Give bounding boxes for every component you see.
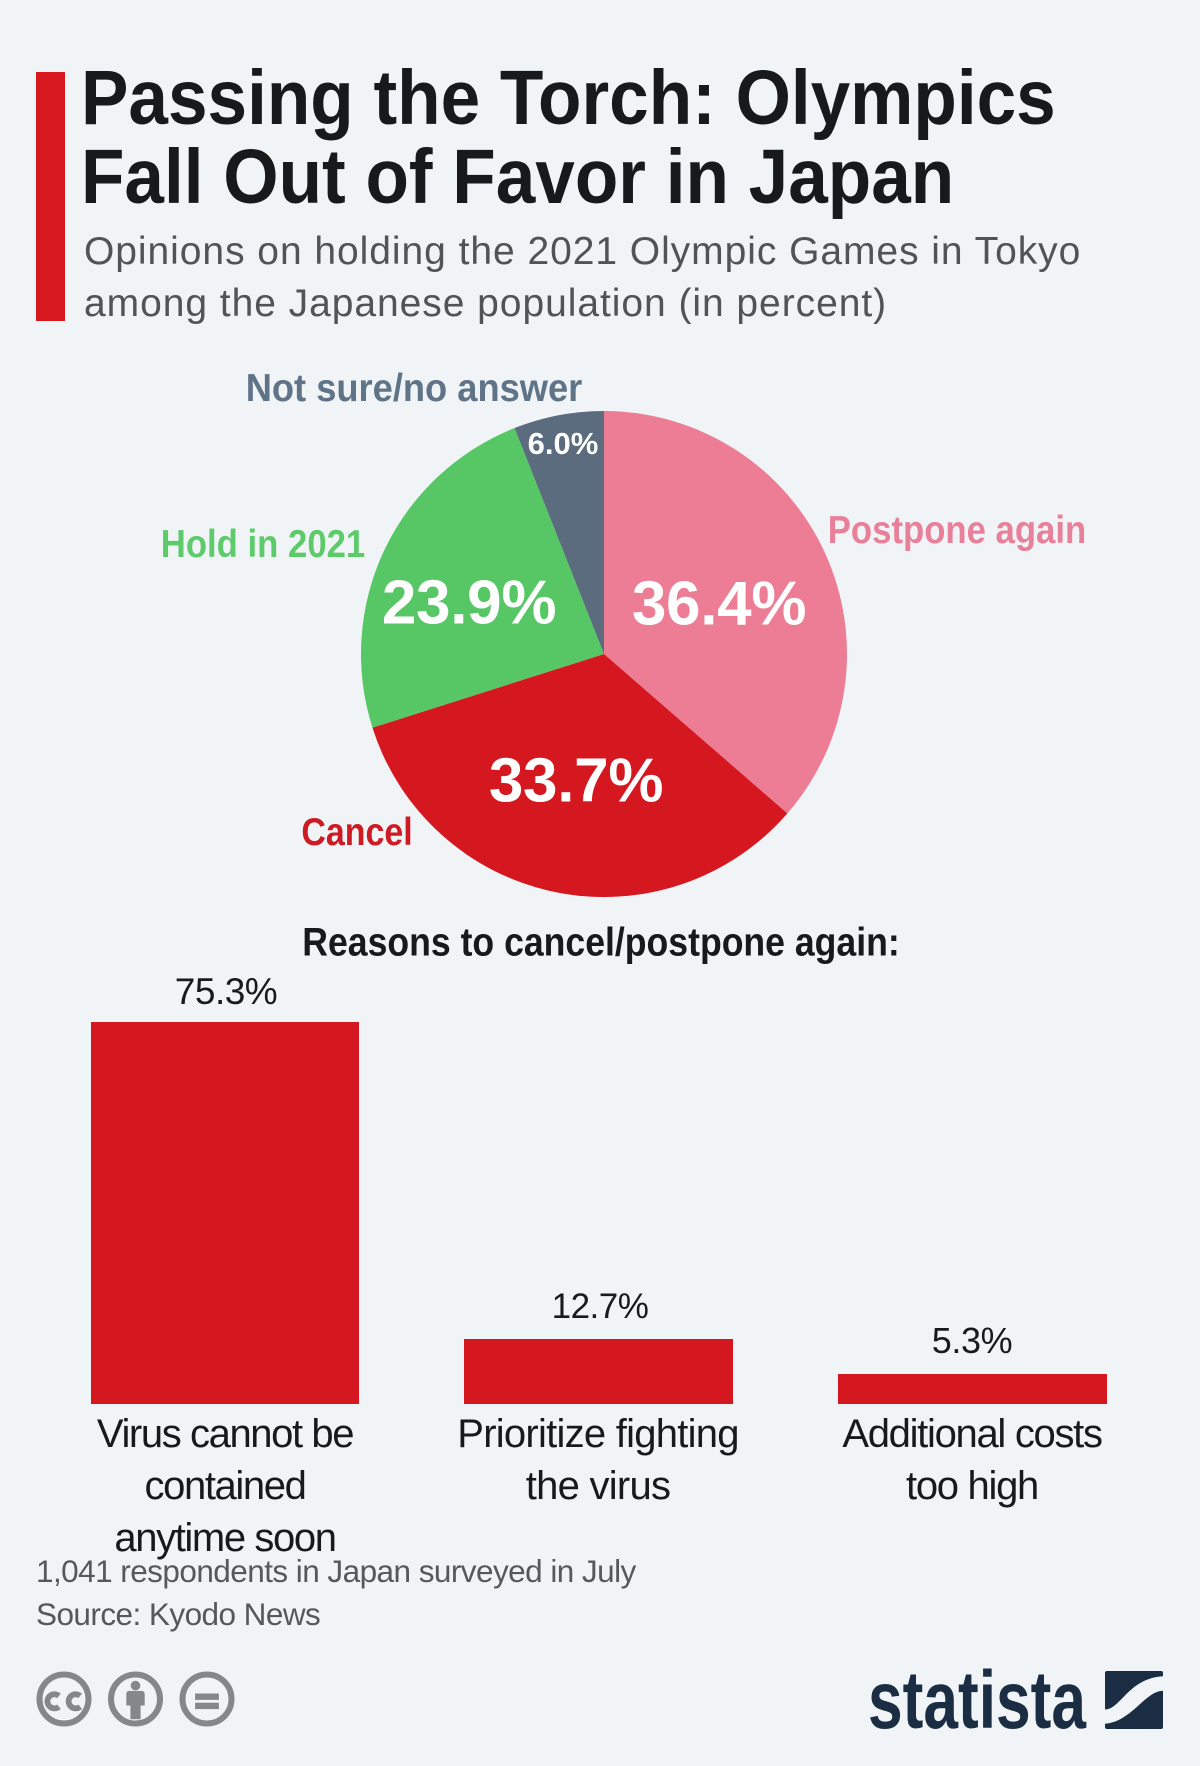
svg-text:statista: statista bbox=[868, 1660, 1087, 1740]
